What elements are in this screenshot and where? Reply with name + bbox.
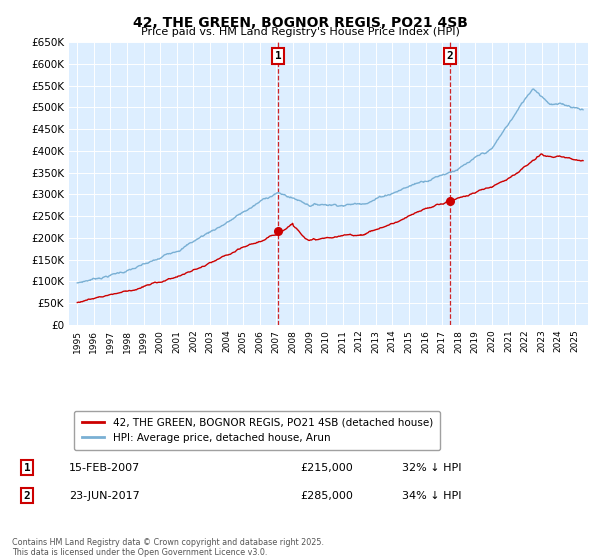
Text: Contains HM Land Registry data © Crown copyright and database right 2025.
This d: Contains HM Land Registry data © Crown c… <box>12 538 324 557</box>
Text: 2: 2 <box>23 491 31 501</box>
Text: 15-FEB-2007: 15-FEB-2007 <box>69 463 140 473</box>
Text: 34% ↓ HPI: 34% ↓ HPI <box>402 491 461 501</box>
Text: 1: 1 <box>275 51 281 61</box>
Text: Price paid vs. HM Land Registry's House Price Index (HPI): Price paid vs. HM Land Registry's House … <box>140 27 460 37</box>
Text: 32% ↓ HPI: 32% ↓ HPI <box>402 463 461 473</box>
Text: 2: 2 <box>446 51 453 61</box>
Text: 42, THE GREEN, BOGNOR REGIS, PO21 4SB: 42, THE GREEN, BOGNOR REGIS, PO21 4SB <box>133 16 467 30</box>
Legend: 42, THE GREEN, BOGNOR REGIS, PO21 4SB (detached house), HPI: Average price, deta: 42, THE GREEN, BOGNOR REGIS, PO21 4SB (d… <box>74 410 440 450</box>
Text: £285,000: £285,000 <box>300 491 353 501</box>
Text: 23-JUN-2017: 23-JUN-2017 <box>69 491 140 501</box>
Text: 1: 1 <box>23 463 31 473</box>
Text: £215,000: £215,000 <box>300 463 353 473</box>
